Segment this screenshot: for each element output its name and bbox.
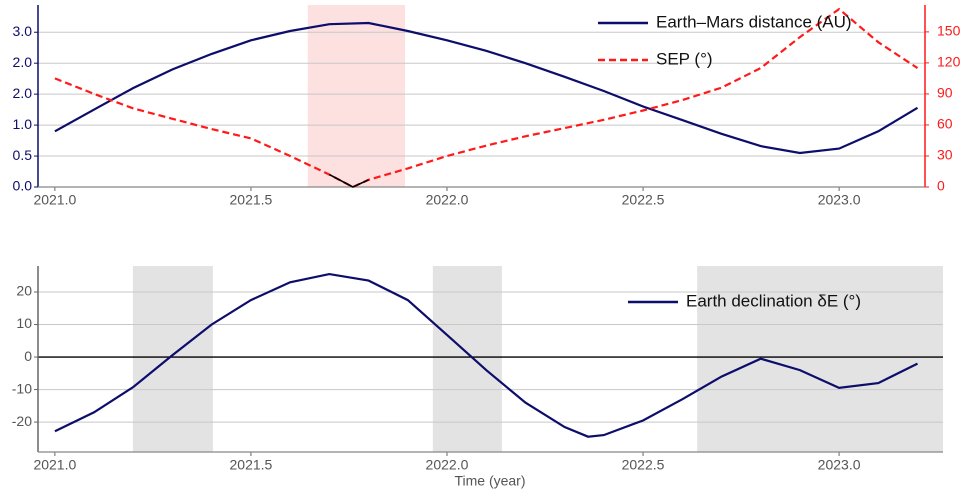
x-tick-label: 2022.5 bbox=[622, 457, 665, 473]
x-tick-label: 2022.0 bbox=[426, 192, 469, 208]
y-tick-label: 0.0 bbox=[13, 178, 33, 194]
shaded-span bbox=[697, 266, 943, 452]
highlight-line bbox=[329, 173, 369, 188]
x-axis-label: Time (year) bbox=[454, 473, 525, 489]
x-tick-label: 2021.0 bbox=[33, 192, 76, 208]
y2-tick-label: 90 bbox=[937, 85, 953, 101]
shaded-span bbox=[432, 266, 502, 452]
shaded-span bbox=[307, 5, 406, 187]
y-tick-label: 20 bbox=[16, 283, 32, 299]
y-tick-label: 0 bbox=[24, 348, 32, 364]
x-tick-label: 2022.5 bbox=[622, 192, 665, 208]
y-tick-label: 2.0 bbox=[13, 85, 33, 101]
series-line bbox=[54, 7, 919, 189]
x-tick-label: 2021.5 bbox=[230, 192, 273, 208]
y2-tick-label: 0 bbox=[937, 178, 945, 194]
legend-label: Earth–Mars distance (AU) bbox=[656, 12, 852, 31]
x-tick-label: 2021.0 bbox=[33, 457, 76, 473]
x-tick-label: 2023.0 bbox=[818, 192, 861, 208]
y2-tick-label: 30 bbox=[937, 147, 953, 163]
y-tick-label: 1.0 bbox=[13, 116, 33, 132]
y-tick-label: 0.5 bbox=[13, 147, 33, 163]
y-tick-label: 2.0 bbox=[13, 54, 33, 70]
y-tick-label: -20 bbox=[12, 413, 32, 429]
x-tick-label: 2021.5 bbox=[230, 457, 273, 473]
y2-tick-label: 60 bbox=[937, 116, 953, 132]
y2-tick-label: 150 bbox=[937, 23, 961, 39]
y-tick-label: 3.0 bbox=[13, 23, 33, 39]
shaded-span bbox=[132, 266, 213, 452]
y2-tick-label: 120 bbox=[937, 54, 961, 70]
x-tick-label: 2023.0 bbox=[818, 457, 861, 473]
series-line bbox=[54, 21, 919, 155]
y-tick-label: -10 bbox=[12, 380, 32, 396]
legend-label: SEP (°) bbox=[656, 49, 713, 68]
y-tick-label: 10 bbox=[16, 315, 32, 331]
series-line bbox=[54, 272, 918, 438]
x-tick-label: 2022.0 bbox=[426, 457, 469, 473]
legend-label: Earth declination δE (°) bbox=[686, 291, 861, 310]
